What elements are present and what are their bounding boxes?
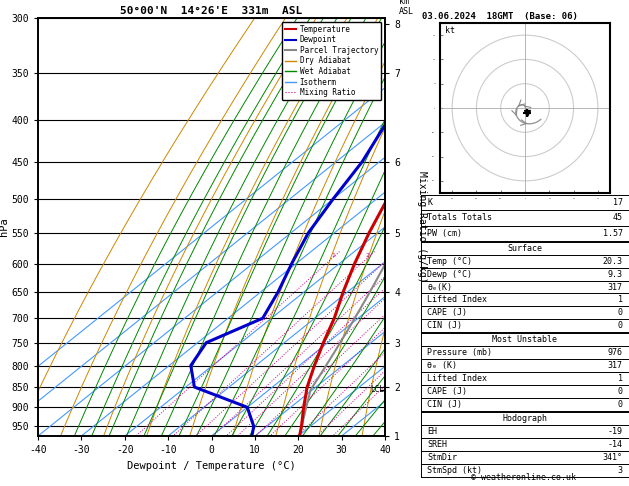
Text: CAPE (J): CAPE (J) (427, 387, 467, 396)
Text: Lifted Index: Lifted Index (427, 295, 487, 304)
Text: 976: 976 (608, 348, 623, 357)
Text: Hodograph: Hodograph (503, 414, 547, 423)
Text: 1: 1 (331, 253, 335, 258)
Text: 17: 17 (613, 198, 623, 207)
Text: -14: -14 (608, 440, 623, 449)
Text: 0: 0 (618, 308, 623, 317)
Text: 1: 1 (618, 295, 623, 304)
Text: CIN (J): CIN (J) (427, 321, 462, 330)
Text: K: K (427, 198, 432, 207)
Text: km
ASL: km ASL (399, 0, 414, 16)
Text: Pressure (mb): Pressure (mb) (427, 348, 493, 357)
Title: 50°00'N  14°26'E  331m  ASL: 50°00'N 14°26'E 331m ASL (120, 6, 303, 16)
Text: 2: 2 (366, 253, 370, 258)
Text: 1.57: 1.57 (603, 229, 623, 238)
Text: kt: kt (445, 26, 455, 35)
Text: 317: 317 (608, 361, 623, 370)
Text: Temp (°C): Temp (°C) (427, 257, 472, 266)
Text: StmDir: StmDir (427, 453, 457, 462)
Text: 341°: 341° (603, 453, 623, 462)
Text: 03.06.2024  18GMT  (Base: 06): 03.06.2024 18GMT (Base: 06) (422, 12, 578, 21)
Text: 0: 0 (618, 400, 623, 409)
Text: 0: 0 (618, 321, 623, 330)
Text: 0: 0 (618, 387, 623, 396)
Text: Dewp (°C): Dewp (°C) (427, 270, 472, 278)
Y-axis label: Mixing Ratio (g/kg): Mixing Ratio (g/kg) (416, 171, 426, 283)
Text: θₑ (K): θₑ (K) (427, 361, 457, 370)
Text: 9.3: 9.3 (608, 270, 623, 278)
Text: 1: 1 (618, 374, 623, 383)
Text: 317: 317 (608, 282, 623, 292)
Text: StmSpd (kt): StmSpd (kt) (427, 466, 482, 475)
Text: CIN (J): CIN (J) (427, 400, 462, 409)
Text: θₑ(K): θₑ(K) (427, 282, 452, 292)
Text: PW (cm): PW (cm) (427, 229, 462, 238)
Text: © weatheronline.co.uk: © weatheronline.co.uk (471, 473, 576, 482)
Text: SREH: SREH (427, 440, 447, 449)
Text: Lifted Index: Lifted Index (427, 374, 487, 383)
Text: -19: -19 (608, 427, 623, 436)
Text: 45: 45 (613, 213, 623, 223)
Text: 20.3: 20.3 (603, 257, 623, 266)
Y-axis label: hPa: hPa (0, 218, 9, 236)
X-axis label: Dewpoint / Temperature (°C): Dewpoint / Temperature (°C) (127, 461, 296, 470)
Text: Surface: Surface (508, 244, 542, 253)
Text: 3: 3 (618, 466, 623, 475)
Text: Most Unstable: Most Unstable (493, 335, 557, 344)
Text: CAPE (J): CAPE (J) (427, 308, 467, 317)
Text: Totals Totals: Totals Totals (427, 213, 493, 223)
Text: LCL: LCL (370, 385, 384, 395)
Legend: Temperature, Dewpoint, Parcel Trajectory, Dry Adiabat, Wet Adiabat, Isotherm, Mi: Temperature, Dewpoint, Parcel Trajectory… (282, 22, 381, 100)
Text: EH: EH (427, 427, 437, 436)
